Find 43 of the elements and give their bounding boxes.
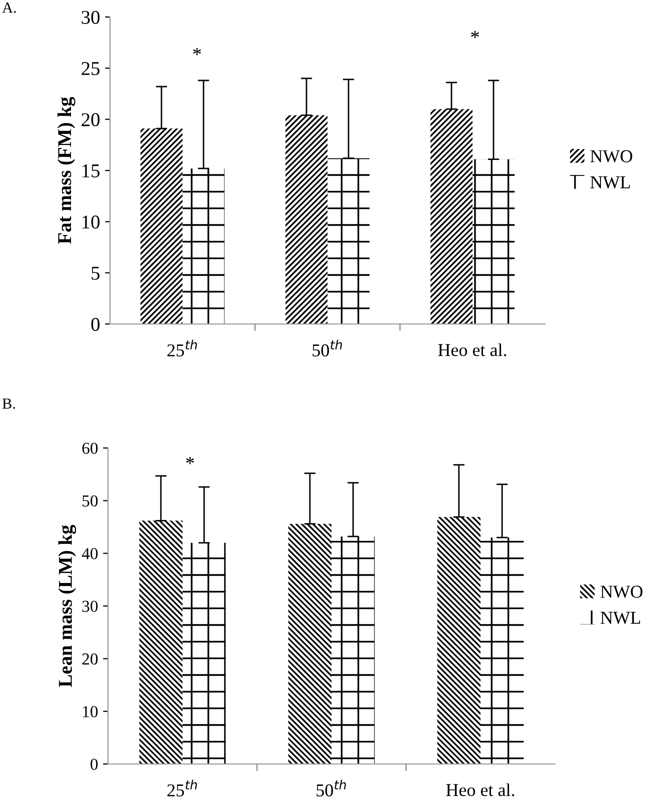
bar [437,516,480,764]
y-tick-label: 5 [92,266,100,280]
y-tick-label: 25 [82,62,100,76]
y-tick-label: 60 [82,442,98,454]
legend-label: NWO [590,150,632,162]
text: B. [2,398,15,409]
y-axis-title: Lean mass (LM) kg [58,524,76,687]
y-tick-label: 40 [82,548,98,560]
y-tick-label: 10 [83,706,98,718]
legend-label: NWL [600,612,640,624]
y-tick-label: 0 [91,318,100,331]
bar [480,538,524,764]
bar [430,109,472,324]
legend-label: NWL [590,176,630,188]
annotation: * [186,456,194,464]
y-tick-label: 0 [90,758,98,770]
y-axis-title: Fat mass (FM) kg [57,96,76,244]
x-tick-label: Heo et al. [438,343,506,356]
bar [332,536,375,764]
legend-label: NWO [600,586,642,598]
bar [285,115,328,324]
bar [472,159,515,324]
y-tick-label: 20 [82,653,98,665]
bar [140,128,182,324]
y-tick-label: 30 [82,600,98,612]
annotation: * [471,30,479,38]
bar [182,168,225,324]
bar [288,524,332,764]
bar [182,542,226,764]
y-tick-label: 20 [82,113,100,126]
x-tick-label: 25$^{th}$ [167,340,197,356]
x-tick-label: 50$^{th}$ [316,780,346,796]
y-tick-label: 10 [82,215,100,229]
bar [139,520,182,764]
x-tick-label: Heo et al. [446,783,514,796]
text: A. [2,2,16,13]
x-tick-label: 50$^{th}$ [312,340,342,356]
annotation: * [193,48,201,56]
bar [328,158,370,324]
y-tick-label: 50 [82,495,98,507]
y-tick-label: 30 [82,10,100,24]
x-tick-label: 25$^{th}$ [167,780,197,796]
y-tick-label: 15 [82,164,100,178]
